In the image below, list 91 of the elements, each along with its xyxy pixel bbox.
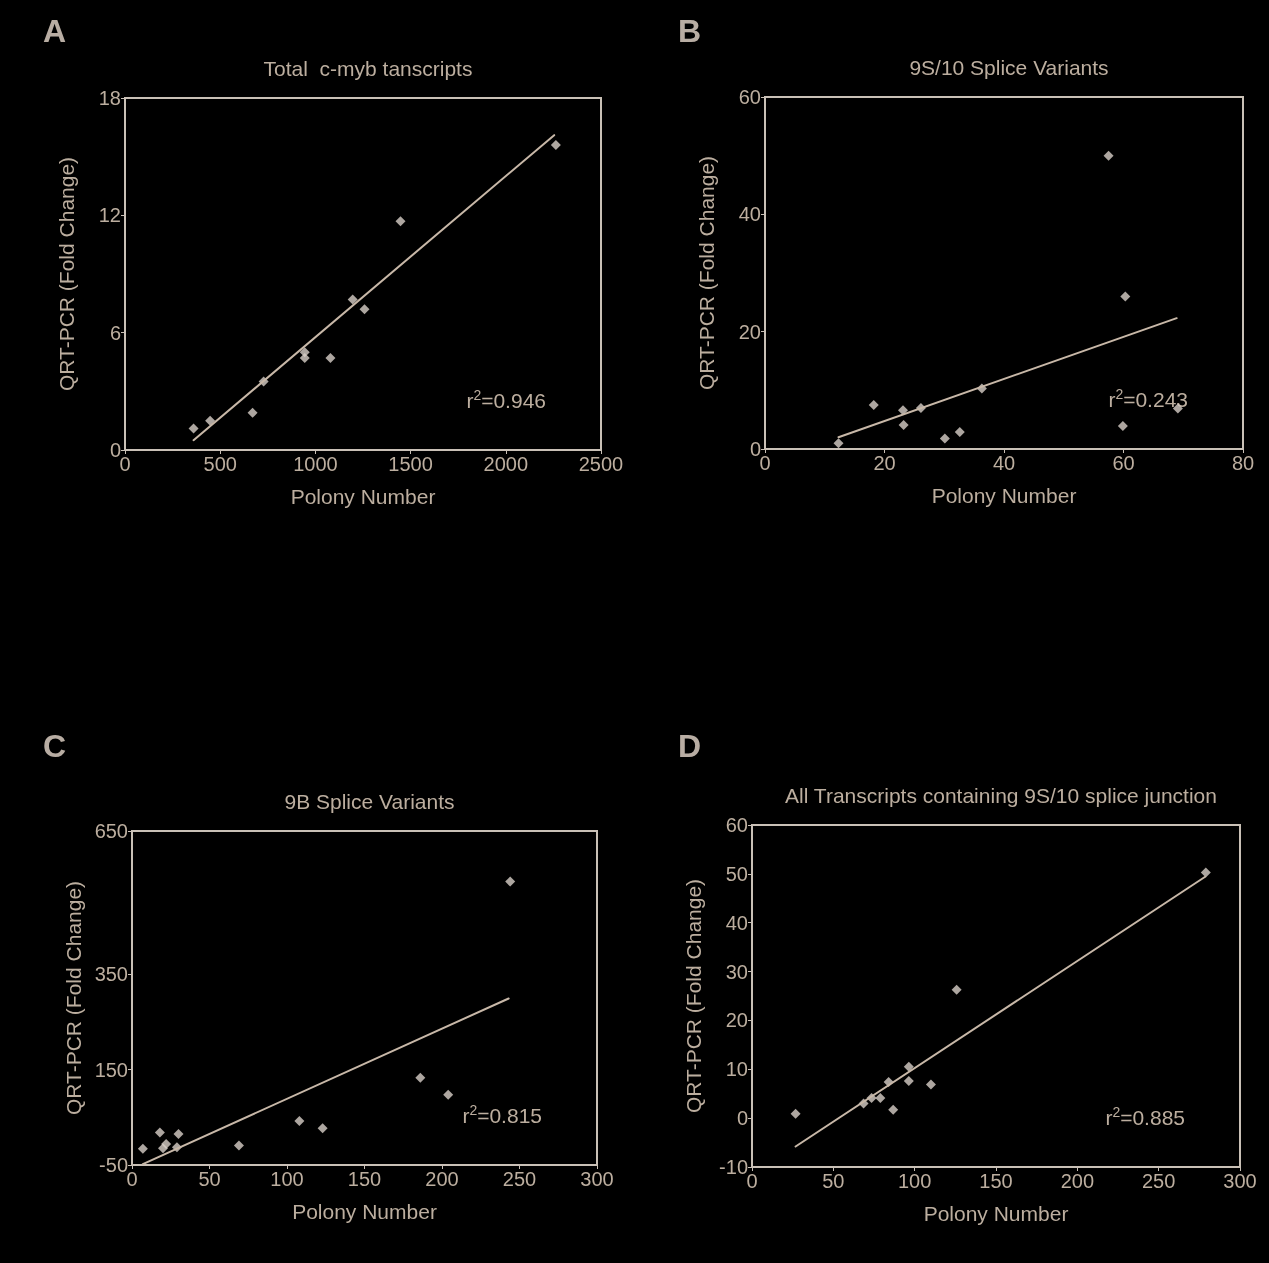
x-tick-label: 1500	[388, 453, 433, 475]
point	[1120, 291, 1131, 302]
chart-title: 9S/10 Splice Variants	[909, 56, 1109, 79]
y-tick-label: 40	[738, 203, 761, 226]
point	[158, 1143, 168, 1154]
y-tick-label: 60	[725, 814, 748, 836]
y-tick-label: 10	[725, 1058, 748, 1081]
point	[299, 353, 310, 364]
y-tick-label: 0	[749, 438, 761, 460]
point	[888, 1104, 899, 1115]
point	[868, 400, 879, 410]
point	[233, 1140, 244, 1151]
x-tick-label: 50	[822, 1170, 845, 1192]
x-tick-label: 50	[198, 1168, 221, 1190]
x-tick-label: 2000	[483, 453, 529, 475]
chart-title: All Transcripts containing 9S/10 splice junction	[785, 784, 1217, 807]
point	[1103, 150, 1114, 161]
point	[951, 984, 962, 995]
point	[939, 433, 950, 444]
point	[137, 1143, 148, 1154]
x-tick-label: 200	[1060, 1170, 1095, 1192]
x-tick-label: 150	[979, 1170, 1013, 1192]
y-axis-title: QRT-PCR (Fold Change)	[682, 878, 705, 1114]
x-tick-label: 80	[1231, 452, 1255, 474]
y-tick-label: 350	[94, 963, 128, 986]
point	[154, 1127, 165, 1138]
point	[903, 1076, 914, 1087]
x-axis-title: Polony Number	[290, 485, 436, 508]
point	[347, 294, 358, 305]
y-tick-label: -50	[99, 1154, 128, 1176]
y-axis-title: QRT-PCR (Fold Change)	[55, 156, 78, 392]
y-tick-label: 40	[725, 911, 748, 934]
point	[443, 1089, 454, 1100]
point	[1117, 421, 1128, 432]
point	[790, 1108, 801, 1119]
y-tick-label: 20	[738, 320, 761, 343]
x-tick-label: 250	[1141, 1170, 1176, 1192]
point	[247, 407, 258, 418]
x-axis-title: Polony Number	[923, 1202, 1069, 1225]
x-tick-label: 300	[1223, 1170, 1257, 1192]
chart-title: Total c-myb tanscripts	[263, 57, 473, 80]
point	[294, 1116, 305, 1127]
y-tick-label: 30	[725, 960, 748, 983]
chart-title: 9B Splice Variants	[284, 790, 455, 813]
text: D	[678, 728, 702, 764]
x-tick-label: 100	[270, 1168, 304, 1190]
y-tick-label: 20	[725, 1009, 748, 1032]
x-axis-title: Polony Number	[931, 484, 1077, 507]
y-tick-label: 50	[725, 862, 748, 885]
x-tick-label: 100	[897, 1170, 932, 1192]
x-tick-label: 250	[502, 1168, 537, 1190]
point	[550, 139, 561, 150]
y-tick-label: 0	[736, 1107, 748, 1130]
point	[415, 1072, 426, 1083]
point	[875, 1093, 886, 1104]
point	[173, 1128, 184, 1139]
y-tick-label: -10	[719, 1156, 748, 1178]
x-tick-label: 60	[1112, 452, 1135, 474]
x-tick-label: 200	[425, 1168, 459, 1190]
text: C	[43, 728, 67, 764]
x-axis-title: Polony Number	[292, 1200, 437, 1223]
x-tick-label: 2500	[578, 453, 624, 475]
y-tick-label: 6	[109, 321, 121, 344]
x-tick-label: 1000	[293, 453, 338, 475]
point	[188, 423, 199, 434]
point	[325, 353, 336, 364]
point	[898, 419, 909, 430]
y-axis-title: QRT-PCR (Fold Change)	[695, 155, 718, 391]
x-tick-label: 150	[347, 1168, 382, 1190]
point	[954, 426, 965, 437]
point	[925, 1079, 936, 1090]
point	[395, 216, 406, 227]
point	[359, 304, 370, 315]
x-tick-label: 300	[580, 1168, 614, 1190]
x-tick-label: 20	[873, 452, 896, 474]
point	[833, 438, 844, 449]
point	[505, 876, 516, 887]
point	[205, 415, 216, 426]
x-tick-label: 500	[203, 453, 237, 475]
point	[903, 1061, 914, 1072]
y-tick-label: 18	[98, 87, 121, 109]
y-tick-label: 60	[738, 86, 761, 108]
point	[1200, 867, 1211, 878]
point	[317, 1123, 328, 1134]
y-tick-label: 650	[94, 820, 128, 842]
x-tick-label: 40	[992, 452, 1016, 474]
y-axis-title: QRT-PCR (Fold Change)	[61, 880, 85, 1116]
y-tick-label: 12	[98, 204, 121, 227]
text: B	[678, 13, 702, 49]
y-tick-label: 150	[94, 1058, 128, 1081]
text: A	[43, 13, 67, 49]
